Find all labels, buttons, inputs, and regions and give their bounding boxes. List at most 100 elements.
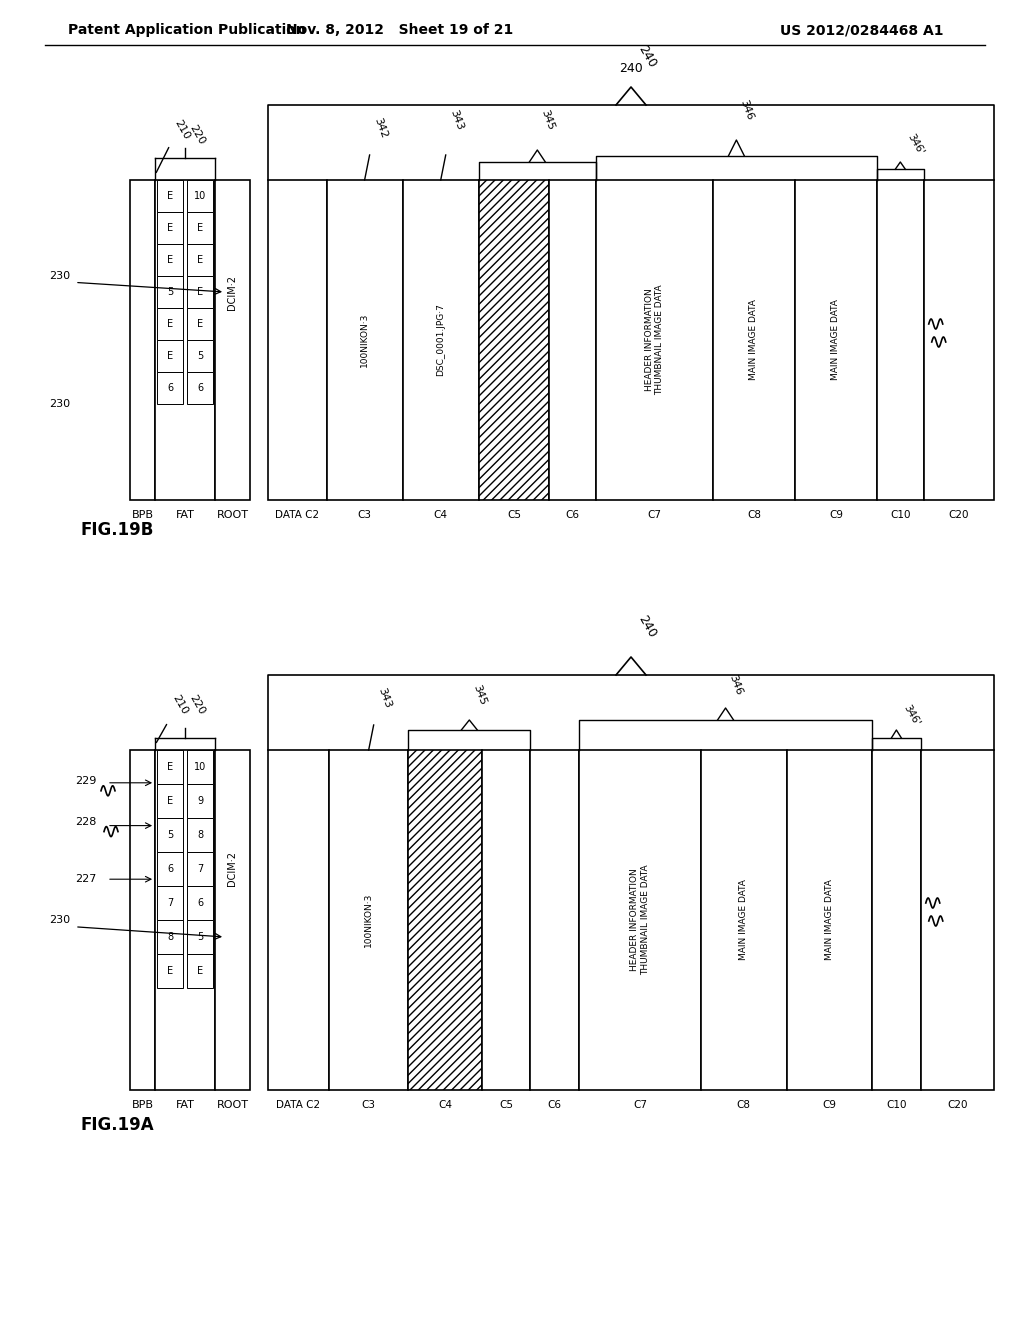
Text: 6: 6: [197, 383, 203, 393]
Text: C4: C4: [434, 510, 447, 520]
Text: 210: 210: [172, 119, 191, 141]
Text: C20: C20: [948, 510, 969, 520]
Text: C4: C4: [438, 1100, 452, 1110]
Text: 9: 9: [197, 796, 203, 807]
Text: DATA C2: DATA C2: [275, 510, 319, 520]
Text: C8: C8: [746, 510, 761, 520]
Bar: [479, 180, 549, 500]
Text: 220: 220: [187, 693, 206, 717]
Bar: [481, 750, 530, 1090]
Bar: [921, 750, 994, 1090]
Text: 228: 228: [76, 817, 97, 826]
Text: 346: 346: [728, 673, 744, 697]
Bar: [187, 886, 213, 920]
Bar: [157, 886, 183, 920]
Text: E: E: [167, 966, 173, 975]
Bar: [157, 851, 183, 886]
Bar: [130, 750, 155, 1090]
Bar: [329, 750, 409, 1090]
Bar: [701, 750, 786, 1090]
Text: 346: 346: [738, 99, 755, 121]
Text: 220: 220: [187, 123, 206, 147]
Text: C9: C9: [822, 1100, 837, 1110]
Text: 240: 240: [636, 612, 659, 640]
Bar: [157, 954, 183, 987]
Text: C20: C20: [947, 1100, 968, 1110]
Text: 5: 5: [197, 351, 203, 360]
Text: 229: 229: [76, 776, 97, 785]
Text: C7: C7: [647, 510, 662, 520]
Bar: [157, 213, 183, 244]
Bar: [187, 372, 213, 404]
Text: FIG.19B: FIG.19B: [80, 521, 154, 539]
Bar: [157, 244, 183, 276]
Text: 210: 210: [170, 693, 189, 717]
Text: C3: C3: [357, 510, 372, 520]
Text: C6: C6: [565, 510, 580, 520]
Bar: [327, 180, 402, 500]
Text: E: E: [167, 223, 173, 234]
Text: E: E: [167, 319, 173, 329]
Text: HEADER INFORMATION
THUMBNAIL IMAGE DATA: HEADER INFORMATION THUMBNAIL IMAGE DATA: [645, 285, 665, 395]
Text: BPB: BPB: [131, 510, 154, 520]
Bar: [268, 180, 327, 500]
Text: 8: 8: [197, 830, 203, 840]
Text: MAIN IMAGE DATA: MAIN IMAGE DATA: [750, 300, 759, 380]
Bar: [187, 784, 213, 818]
Bar: [157, 276, 183, 308]
Text: MAIN IMAGE DATA: MAIN IMAGE DATA: [739, 879, 749, 961]
Bar: [187, 818, 213, 851]
Bar: [187, 851, 213, 886]
Text: MAIN IMAGE DATA: MAIN IMAGE DATA: [824, 879, 834, 961]
Text: 10: 10: [194, 762, 206, 772]
Text: C10: C10: [886, 1100, 906, 1110]
Text: ROOT: ROOT: [216, 1100, 249, 1110]
Bar: [877, 180, 924, 500]
Text: E: E: [197, 966, 203, 975]
Bar: [530, 750, 580, 1090]
Text: 5: 5: [167, 830, 173, 840]
Bar: [187, 276, 213, 308]
Text: E: E: [167, 191, 173, 201]
Text: C9: C9: [828, 510, 843, 520]
Text: C7: C7: [633, 1100, 647, 1110]
Text: FAT: FAT: [175, 510, 195, 520]
Bar: [924, 180, 994, 500]
Text: 227: 227: [76, 874, 97, 884]
Text: ROOT: ROOT: [216, 510, 249, 520]
Text: C3: C3: [361, 1100, 376, 1110]
Text: E: E: [197, 223, 203, 234]
Text: E: E: [197, 319, 203, 329]
Text: C5: C5: [507, 510, 521, 520]
Text: 6: 6: [197, 898, 203, 908]
Text: E: E: [197, 286, 203, 297]
Bar: [157, 818, 183, 851]
Bar: [157, 784, 183, 818]
Text: C10: C10: [890, 510, 910, 520]
Text: E: E: [167, 796, 173, 807]
Text: 7: 7: [167, 898, 173, 908]
Text: 230: 230: [49, 271, 70, 281]
Text: 100NIKON·3: 100NIKON·3: [365, 892, 373, 948]
Bar: [155, 750, 215, 1090]
Bar: [157, 372, 183, 404]
Bar: [187, 308, 213, 341]
Bar: [713, 180, 795, 500]
Bar: [157, 308, 183, 341]
Bar: [187, 750, 213, 784]
Bar: [596, 180, 713, 500]
Text: E: E: [167, 351, 173, 360]
Text: 346': 346': [901, 702, 922, 727]
Bar: [187, 954, 213, 987]
Text: 343: 343: [449, 108, 465, 132]
Text: 345: 345: [471, 684, 488, 706]
Bar: [786, 750, 872, 1090]
Bar: [549, 180, 596, 500]
Text: 230: 230: [49, 915, 70, 925]
Text: DSC_0001.JPG·7: DSC_0001.JPG·7: [436, 304, 445, 376]
Bar: [187, 213, 213, 244]
Text: 230: 230: [49, 399, 70, 409]
Bar: [268, 750, 329, 1090]
Text: FIG.19A: FIG.19A: [80, 1115, 154, 1134]
Bar: [580, 750, 701, 1090]
